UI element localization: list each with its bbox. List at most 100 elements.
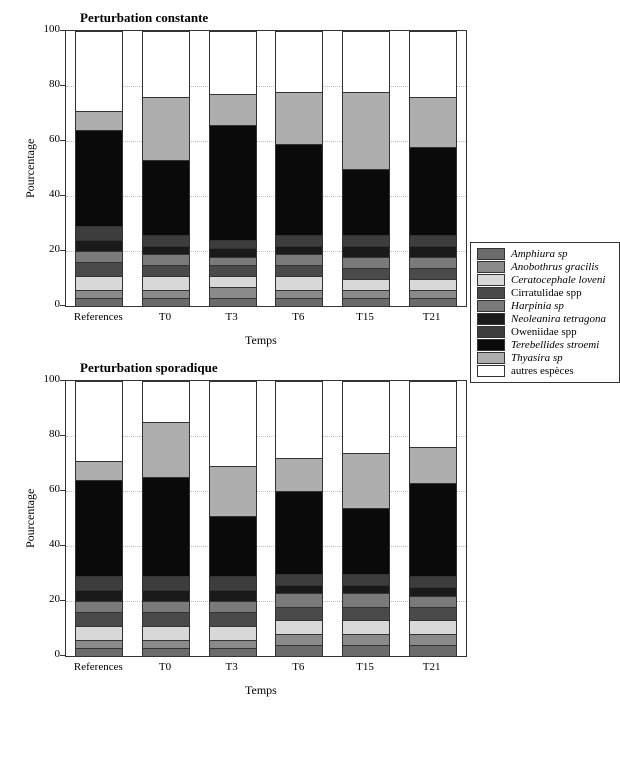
bar-segment [275,254,323,265]
bar-segment [342,257,390,268]
xtick-label: References [74,661,123,673]
bar-stack [75,381,123,656]
bar-segment [409,645,457,656]
bar-segment [275,634,323,645]
bar-segment [409,587,457,595]
bar-segment [409,634,457,645]
legend-label: Ceratocephale loveni [511,274,605,286]
bar-segment [342,585,390,593]
legend-label: Amphiura sp [511,248,568,260]
bar-stack [209,31,257,306]
bar-segment [342,31,390,92]
bar-segment [142,265,190,276]
bar-stack [342,31,390,306]
bar-segment [142,601,190,612]
xtick-label: T0 [159,661,171,673]
bar-segment [142,590,190,601]
bar-segment [342,246,390,257]
bar-segment [275,92,323,144]
ytick-label: 20 [30,243,60,255]
bar-segment [409,279,457,290]
bar-segment [409,381,457,447]
bar-segment [142,612,190,626]
bar-segment [275,298,323,306]
legend-swatch [477,365,505,377]
legend-swatch [477,261,505,273]
bar-segment [342,235,390,246]
bar-segment [209,298,257,306]
x-axis-label: Temps [245,683,277,698]
bar-segment [209,590,257,601]
figure: Perturbation constante020406080100Pource… [10,10,610,747]
bar-segment [142,298,190,306]
bar-segment [142,246,190,254]
plot-area [65,30,467,307]
legend-label: autres espèces [511,365,574,377]
legend-item: Anobothrus gracilis [477,261,613,273]
bar-segment [409,447,457,483]
bar-segment [342,268,390,279]
bar-segment [142,640,190,648]
legend-swatch [477,274,505,286]
bar-segment [75,290,123,298]
legend-swatch [477,248,505,260]
plot-area [65,380,467,657]
legend: Amphiura spAnobothrus gracilisCeratoceph… [470,242,620,383]
bar-segment [209,240,257,248]
bar-segment [275,620,323,634]
bar-segment [409,246,457,257]
bar-stack [409,31,457,306]
legend-swatch [477,313,505,325]
bar-segment [275,265,323,276]
legend-item: Thyasira sp [477,352,613,364]
bar-segment [75,130,123,226]
panel-title: Perturbation sporadique [80,360,218,376]
legend-item: autres espèces [477,365,613,377]
ytick-label: 100 [30,373,60,385]
bar-segment [142,160,190,234]
bar-segment [75,626,123,640]
bar-segment [209,576,257,590]
bar-segment [209,287,257,298]
xtick-label: T21 [423,311,441,323]
bar-segment [75,298,123,306]
legend-label: Cirratulidae spp [511,287,582,299]
y-axis-label: Pourcentage [23,488,38,547]
legend-item: Cirratulidae spp [477,287,613,299]
bar-stack [142,31,190,306]
bar-segment [75,31,123,111]
bar-segment [209,31,257,94]
xtick-label: T0 [159,311,171,323]
bar-segment [142,254,190,265]
bar-segment [275,246,323,254]
bar-segment [209,626,257,640]
legend-item: Neoleanira tetragona [477,313,613,325]
bar-segment [342,574,390,585]
bar-segment [275,458,323,491]
bar-segment [409,97,457,147]
bar-segment [142,31,190,97]
xtick-label: T15 [356,311,374,323]
xtick-label: T3 [226,661,238,673]
bar-segment [275,381,323,458]
bar-segment [75,640,123,648]
bar-segment [409,268,457,279]
legend-swatch [477,300,505,312]
x-axis-label: Temps [245,333,277,348]
bar-segment [342,290,390,298]
bar-segment [75,601,123,612]
bar-segment [409,290,457,298]
bar-segment [275,574,323,585]
ytick-label: 0 [30,648,60,660]
ytick-label: 80 [30,428,60,440]
bar-segment [409,235,457,246]
bar-segment [342,169,390,235]
bar-segment [275,276,323,290]
bar-segment [75,262,123,276]
bar-segment [75,276,123,290]
bar-segment [142,422,190,477]
bar-segment [142,626,190,640]
bar-segment [342,634,390,645]
legend-label: Terebellides stroemi [511,339,599,351]
legend-label: Oweniidae spp [511,326,577,338]
